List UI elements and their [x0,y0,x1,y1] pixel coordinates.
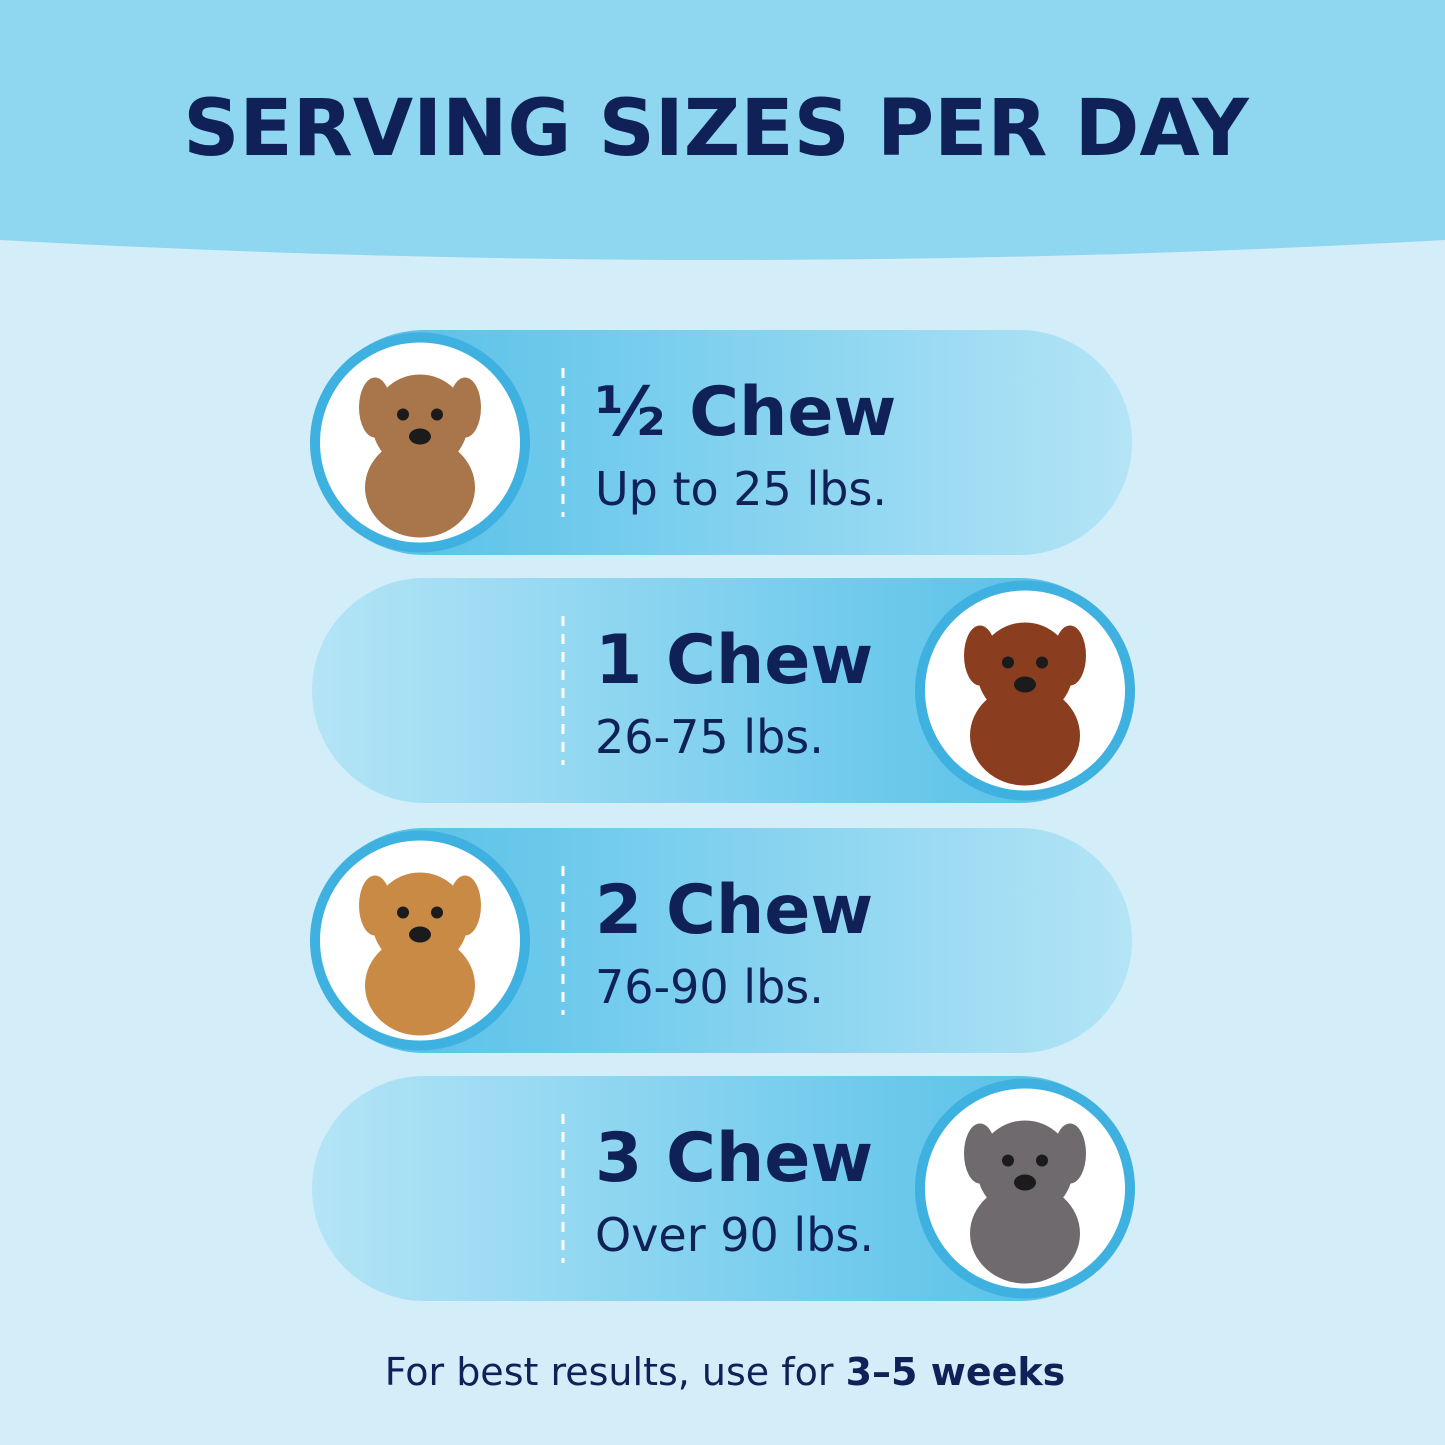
rows: ½ Chew Up to 25 lbs. 1 Chew 26-75 lbs. 2 Che… [310,330,1135,1301]
dog-body [970,1183,1080,1284]
dog-eye [1036,1154,1048,1167]
row-pill [312,578,1132,803]
footer: For best results, use for 3–5 weeks [385,1350,1066,1394]
serving-row: ½ Chew Up to 25 lbs. [310,330,1132,555]
dog-ear [1054,625,1086,686]
dog-body [365,935,475,1036]
dog-eye [431,906,443,919]
dog-eye [397,408,409,421]
serving-amount: ½ Chew [595,373,896,452]
dog-ear [359,377,391,438]
serving-amount: 1 Chew [595,621,873,700]
dog-nose [1014,676,1036,693]
weight-range: Over 90 lbs. [595,1208,874,1262]
dog-ear [359,875,391,936]
dog-ear [449,377,481,438]
dog-ear [1054,1123,1086,1184]
dog-body [365,437,475,538]
serving-amount: 2 Chew [595,871,873,950]
dog-eye [397,906,409,919]
serving-amount: 3 Chew [595,1119,873,1198]
row-pill [312,1076,1132,1301]
serving-row: 1 Chew 26-75 lbs. [312,578,1135,803]
header-band [0,0,1445,260]
serving-row: 3 Chew Over 90 lbs. [312,1076,1135,1301]
dog-head [372,872,468,969]
dog-eye [1002,1154,1014,1167]
dog-eye [1036,656,1048,669]
dog-head [977,622,1073,719]
dog-nose [1014,1174,1036,1191]
footer-text: For best results, use for [385,1350,846,1394]
serving-row: 2 Chew 76-90 lbs. [310,828,1132,1053]
row-pill [312,330,1132,555]
dog-head [977,1120,1073,1217]
dog-body [970,685,1080,786]
weight-range: Up to 25 lbs. [595,462,887,516]
dog-ear [964,625,996,686]
dog-nose [409,926,431,943]
footer-emphasis: 3–5 weeks [846,1350,1066,1394]
dog-eye [1002,656,1014,669]
weight-range: 76-90 lbs. [595,960,824,1014]
dog-eye [431,408,443,421]
weight-range: 26-75 lbs. [595,710,824,764]
row-pill [312,828,1132,1053]
title: SERVING SIZES PER DAY [183,84,1250,174]
dog-ear [964,1123,996,1184]
dog-nose [409,428,431,445]
dog-ear [449,875,481,936]
dog-head [372,374,468,471]
